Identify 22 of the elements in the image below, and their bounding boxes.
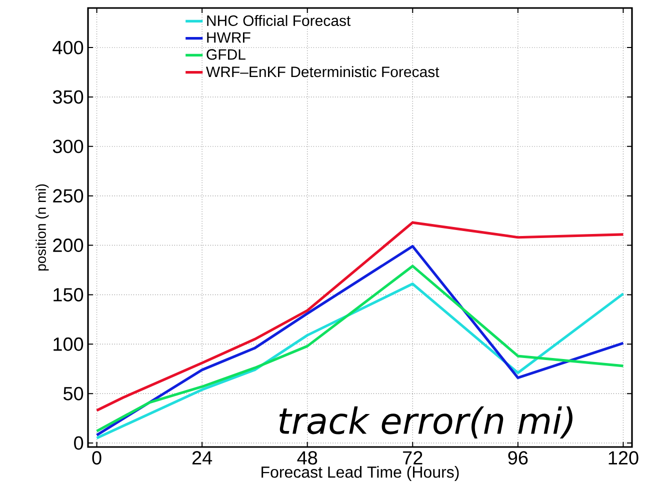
x-tick-label: 24 — [192, 451, 212, 464]
y-tick-label: 0 — [74, 436, 84, 450]
y-tick-label: 300 — [52, 140, 84, 154]
x-tick-label: 0 — [92, 451, 102, 465]
y-tick-label: 350 — [52, 90, 84, 104]
y-tick-label: 50 — [63, 386, 84, 400]
x-tick-label: 96 — [508, 451, 528, 465]
y-axis-title: position (n mi) — [36, 184, 49, 271]
x-axis-title: Forecast Lead Time (Hours) — [262, 466, 459, 481]
x-tick-label: 120 — [608, 451, 638, 465]
legend-label: WRF–EnKF Deterministic Forecast — [206, 66, 440, 78]
y-tick-label: 100 — [54, 337, 84, 351]
legend-label: HWRF — [207, 32, 250, 43]
y-tick-label: 400 — [52, 40, 84, 54]
legend-label: GFDL — [206, 49, 246, 60]
annotation: track error(n mi) — [279, 406, 572, 438]
y-tick-label: 150 — [54, 288, 84, 302]
x-tick-label: 72 — [403, 451, 422, 464]
x-tick-label: 48 — [297, 451, 318, 465]
legend-label: NHC Official Forecast — [207, 14, 351, 26]
y-tick-label: 250 — [53, 189, 84, 203]
y-tick-label: 200 — [53, 238, 84, 252]
